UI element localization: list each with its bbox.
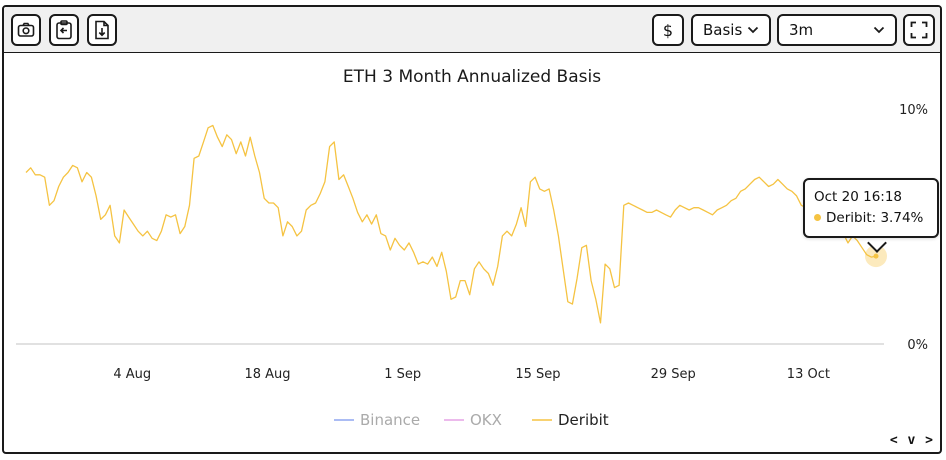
hover-point [873, 253, 879, 259]
x-tick-label: 1 Sep [384, 367, 421, 382]
chevron-down-icon [747, 26, 759, 34]
screenshot-button[interactable] [11, 14, 41, 46]
tooltip-row: Deribit: 3.74% [814, 208, 929, 229]
metric-select-value: Basis [703, 21, 743, 39]
legend-item-deribit[interactable]: Deribit [558, 411, 609, 429]
legend-item-okx[interactable]: OKX [470, 411, 502, 429]
currency-button[interactable]: $ [652, 14, 684, 46]
x-tick-label: 18 Aug [244, 367, 290, 382]
legend-item-binance[interactable]: Binance [360, 411, 420, 429]
tooltip-value: 3.74% [880, 210, 924, 226]
chevron-down-icon [873, 26, 885, 34]
tooltip-series-dot [814, 214, 821, 221]
chart-widget: $ Basis 3m ETH 3 Month Annualized Basis … [2, 5, 942, 454]
copy-button[interactable] [49, 14, 79, 46]
x-tick-label: 15 Sep [515, 367, 560, 382]
range-select-value: 3m [789, 21, 814, 39]
metric-select[interactable]: Basis [691, 14, 771, 46]
currency-label: $ [662, 20, 674, 40]
chart-title: ETH 3 Month Annualized Basis [343, 67, 601, 87]
clipboard-icon [56, 20, 72, 40]
download-icon [95, 20, 109, 40]
fullscreen-button[interactable] [903, 14, 935, 46]
chart-toolbar: $ Basis 3m [4, 7, 940, 53]
chart-nav-controls[interactable]: < v > [889, 433, 934, 448]
basis-line-chart: ETH 3 Month Annualized Basis 0% 10% 4 Aug… [16, 67, 928, 429]
x-tick-label: 4 Aug [113, 367, 151, 382]
camera-icon [17, 22, 35, 37]
range-select[interactable]: 3m [777, 14, 897, 46]
download-button[interactable] [87, 14, 117, 46]
chart-area: ETH 3 Month Annualized Basis 0% 10% 4 Aug… [4, 54, 940, 452]
x-tick-label: 13 Oct [787, 367, 830, 382]
fullscreen-icon [910, 21, 928, 39]
tooltip-series-name: Deribit [826, 210, 872, 226]
chart-tooltip: Oct 20 16:18 Deribit: 3.74% [803, 178, 939, 238]
y-tick-label: 10% [899, 103, 928, 118]
x-tick-label: 29 Sep [651, 367, 696, 382]
y-tick-label: 0% [907, 338, 928, 353]
series-line-deribit [25, 124, 877, 324]
tooltip-time: Oct 20 16:18 [814, 189, 903, 205]
